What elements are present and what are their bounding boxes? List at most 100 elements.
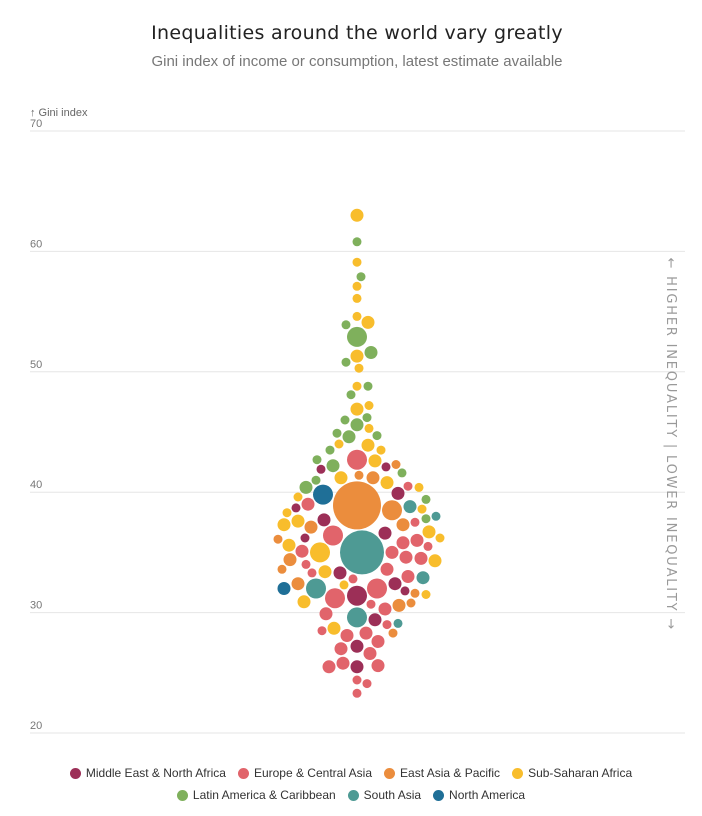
bubble-ssa[interactable] xyxy=(350,208,364,222)
bubble-eap[interactable] xyxy=(391,460,401,469)
bubble-eap[interactable] xyxy=(392,598,406,612)
bubble-eca[interactable] xyxy=(367,578,387,599)
bubble-eca[interactable] xyxy=(323,525,343,546)
bubble-sas[interactable] xyxy=(416,571,430,585)
bubble-ssa[interactable] xyxy=(417,504,427,514)
bubble-ssa[interactable] xyxy=(339,580,349,590)
bubble-mena[interactable] xyxy=(316,464,326,474)
bubble-mena[interactable] xyxy=(368,613,382,627)
bubble-eca[interactable] xyxy=(322,660,336,674)
bubble-ssa[interactable] xyxy=(277,518,291,532)
bubble-eap[interactable] xyxy=(396,518,410,532)
bubble-ssa[interactable] xyxy=(282,508,292,518)
bubble-ssa[interactable] xyxy=(334,439,344,449)
bubble-ssa[interactable] xyxy=(421,590,431,599)
bubble-ssa[interactable] xyxy=(352,257,362,267)
bubble-eap[interactable] xyxy=(410,588,420,598)
bubble-lac[interactable] xyxy=(311,475,321,485)
bubble-eap[interactable] xyxy=(273,534,283,544)
bubble-ssa[interactable] xyxy=(368,454,382,468)
bubble-eap[interactable] xyxy=(406,598,416,608)
bubble-ssa[interactable] xyxy=(352,293,362,303)
bubble-ssa[interactable] xyxy=(310,542,330,563)
bubble-mena[interactable] xyxy=(347,585,367,606)
bubble-lac[interactable] xyxy=(342,430,356,444)
bubble-eca[interactable] xyxy=(325,588,345,609)
bubble-lac[interactable] xyxy=(299,480,313,494)
bubble-ssa[interactable] xyxy=(297,595,311,609)
bubble-ssa[interactable] xyxy=(334,471,348,485)
bubble-ssa[interactable] xyxy=(282,538,296,552)
bubble-eap[interactable] xyxy=(382,500,402,521)
bubble-mena[interactable] xyxy=(350,639,364,653)
bubble-eap[interactable] xyxy=(291,577,305,591)
bubble-eca[interactable] xyxy=(399,550,413,564)
bubble-eca[interactable] xyxy=(352,688,362,698)
bubble-ssa[interactable] xyxy=(364,401,374,410)
bubble-eca[interactable] xyxy=(301,497,315,511)
bubble-eap[interactable] xyxy=(388,628,398,638)
bubble-ssa[interactable] xyxy=(291,514,305,528)
bubble-eca[interactable] xyxy=(347,449,367,470)
bubble-eca[interactable] xyxy=(410,533,424,547)
bubble-ssa[interactable] xyxy=(361,438,375,452)
bubble-eca[interactable] xyxy=(336,656,350,670)
bubble-eap[interactable] xyxy=(283,553,297,567)
bubble-ssa[interactable] xyxy=(327,621,341,635)
bubble-lac[interactable] xyxy=(364,346,378,359)
bubble-lac[interactable] xyxy=(325,445,335,455)
bubble-sas[interactable] xyxy=(340,530,384,575)
legend-item-sas[interactable]: South Asia xyxy=(347,788,421,802)
bubble-eap[interactable] xyxy=(366,471,380,485)
bubble-mena[interactable] xyxy=(378,526,392,540)
bubble-eca[interactable] xyxy=(352,675,362,685)
bubble-ssa[interactable] xyxy=(414,482,424,492)
bubble-sas[interactable] xyxy=(306,578,326,599)
bubble-lac[interactable] xyxy=(372,431,382,441)
bubble-ssa[interactable] xyxy=(376,445,386,455)
bubble-eap[interactable] xyxy=(304,520,318,534)
bubble-mena[interactable] xyxy=(317,513,331,527)
bubble-sas[interactable] xyxy=(431,511,441,521)
bubble-lac[interactable] xyxy=(421,514,431,524)
bubble-ssa[interactable] xyxy=(422,525,436,539)
bubble-mena[interactable] xyxy=(388,577,402,591)
bubble-eca[interactable] xyxy=(380,562,394,576)
bubble-ssa[interactable] xyxy=(318,565,332,579)
bubble-ssa[interactable] xyxy=(354,363,364,373)
legend-item-mena[interactable]: Middle East & North Africa xyxy=(69,766,226,780)
bubble-lac[interactable] xyxy=(356,272,366,282)
bubble-ssa[interactable] xyxy=(350,349,364,363)
bubble-eca[interactable] xyxy=(307,568,317,578)
legend-item-eap[interactable]: East Asia & Pacific xyxy=(384,766,500,780)
bubble-mena[interactable] xyxy=(300,533,310,543)
bubble-ssa[interactable] xyxy=(435,533,445,543)
bubble-lac[interactable] xyxy=(352,237,362,247)
bubble-na[interactable] xyxy=(313,484,333,505)
bubble-eca[interactable] xyxy=(414,551,428,565)
bubble-sas[interactable] xyxy=(347,607,367,628)
bubble-mena[interactable] xyxy=(350,660,364,674)
bubble-eap[interactable] xyxy=(354,470,364,480)
bubble-eca[interactable] xyxy=(363,647,377,660)
bubble-eca[interactable] xyxy=(295,544,309,558)
bubble-ssa[interactable] xyxy=(361,315,375,329)
bubble-eca[interactable] xyxy=(403,481,413,491)
bubble-eca[interactable] xyxy=(319,607,333,621)
bubble-mena[interactable] xyxy=(391,486,405,500)
bubble-lac[interactable] xyxy=(347,326,367,347)
bubble-lac[interactable] xyxy=(421,494,431,504)
bubble-sas[interactable] xyxy=(393,618,403,628)
bubble-ssa[interactable] xyxy=(380,476,394,490)
bubble-eca[interactable] xyxy=(385,545,399,559)
bubble-ssa[interactable] xyxy=(428,554,442,568)
bubble-eca[interactable] xyxy=(401,570,415,583)
bubble-lac[interactable] xyxy=(312,455,322,465)
bubble-lac[interactable] xyxy=(326,459,340,473)
bubble-eca[interactable] xyxy=(378,602,392,616)
legend-item-na[interactable]: North America xyxy=(433,788,525,802)
bubble-lac[interactable] xyxy=(340,415,350,425)
bubble-lac[interactable] xyxy=(362,413,372,423)
bubble-ssa[interactable] xyxy=(352,311,362,321)
bubble-eca[interactable] xyxy=(362,679,372,689)
